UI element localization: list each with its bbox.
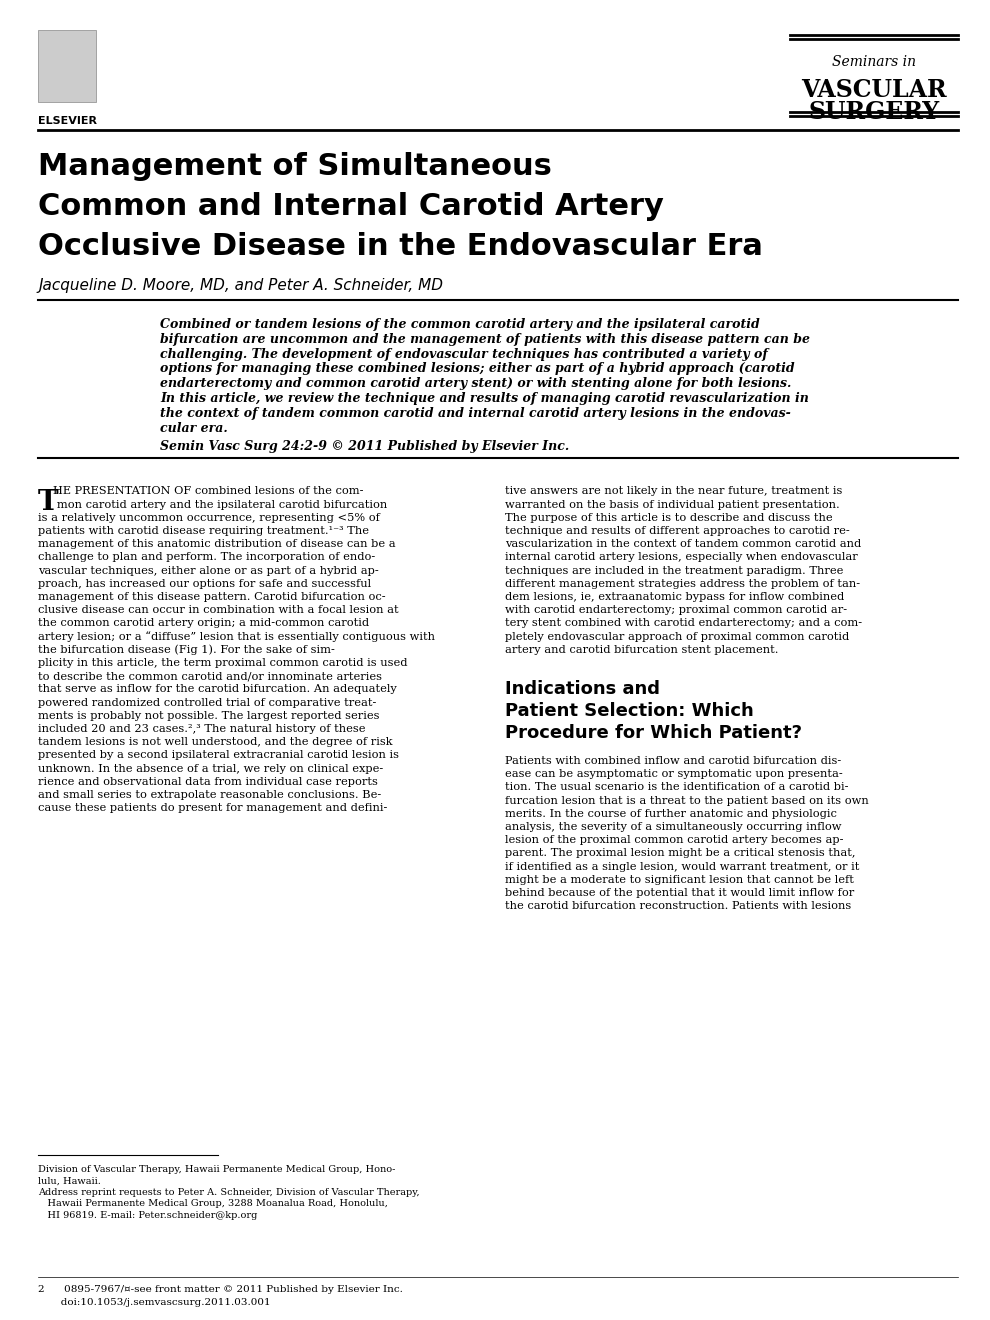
Text: Combined or tandem lesions of the common carotid artery and the ipsilateral caro: Combined or tandem lesions of the common… <box>160 318 759 331</box>
Text: Common and Internal Carotid Artery: Common and Internal Carotid Artery <box>38 191 664 220</box>
Text: powered randomized controlled trial of comparative treat-: powered randomized controlled trial of c… <box>38 697 376 708</box>
Text: cular era.: cular era. <box>160 421 228 434</box>
Text: presented by a second ipsilateral extracranial carotid lesion is: presented by a second ipsilateral extrac… <box>38 750 399 760</box>
Text: artery and carotid bifurcation stent placement.: artery and carotid bifurcation stent pla… <box>505 644 778 655</box>
Text: The purpose of this article is to describe and discuss the: The purpose of this article is to descri… <box>505 512 833 523</box>
Text: unknown. In the absence of a trial, we rely on clinical expe-: unknown. In the absence of a trial, we r… <box>38 763 383 774</box>
Text: pletely endovascular approach of proximal common carotid: pletely endovascular approach of proxima… <box>505 631 849 642</box>
Text: techniques are included in the treatment paradigm. Three: techniques are included in the treatment… <box>505 565 843 576</box>
Text: proach, has increased our options for safe and successful: proach, has increased our options for sa… <box>38 578 371 589</box>
Text: parent. The proximal lesion might be a critical stenosis that,: parent. The proximal lesion might be a c… <box>505 849 855 858</box>
Text: lulu, Hawaii.: lulu, Hawaii. <box>38 1176 101 1185</box>
Text: management of this disease pattern. Carotid bifurcation oc-: management of this disease pattern. Caro… <box>38 591 386 602</box>
Text: warranted on the basis of individual patient presentation.: warranted on the basis of individual pat… <box>505 499 840 510</box>
Text: clusive disease can occur in combination with a focal lesion at: clusive disease can occur in combination… <box>38 605 399 615</box>
Text: VASCULAR: VASCULAR <box>801 78 946 102</box>
Text: Management of Simultaneous: Management of Simultaneous <box>38 152 551 181</box>
Text: Patients with combined inflow and carotid bifurcation dis-: Patients with combined inflow and caroti… <box>505 756 842 766</box>
Text: analysis, the severity of a simultaneously occurring inflow: analysis, the severity of a simultaneous… <box>505 822 842 832</box>
Text: HI 96819. E-mail: Peter.schneider@kp.org: HI 96819. E-mail: Peter.schneider@kp.org <box>38 1210 257 1220</box>
Text: different management strategies address the problem of tan-: different management strategies address … <box>505 578 860 589</box>
Text: plicity in this article, the term proximal common carotid is used: plicity in this article, the term proxim… <box>38 657 408 668</box>
Text: management of this anatomic distribution of disease can be a: management of this anatomic distribution… <box>38 539 396 549</box>
Text: tion. The usual scenario is the identification of a carotid bi-: tion. The usual scenario is the identifi… <box>505 783 848 792</box>
Text: tandem lesions is not well understood, and the degree of risk: tandem lesions is not well understood, a… <box>38 737 392 747</box>
Text: Address reprint requests to Peter A. Schneider, Division of Vascular Therapy,: Address reprint requests to Peter A. Sch… <box>38 1188 420 1197</box>
Text: mon carotid artery and the ipsilateral carotid bifurcation: mon carotid artery and the ipsilateral c… <box>46 499 387 510</box>
Text: might be a moderate to significant lesion that cannot be left: might be a moderate to significant lesio… <box>505 875 853 884</box>
Text: and small series to extrapolate reasonable conclusions. Be-: and small series to extrapolate reasonab… <box>38 789 381 800</box>
Text: Jacqueline D. Moore, MD, and Peter A. Schneider, MD: Jacqueline D. Moore, MD, and Peter A. Sc… <box>38 279 443 293</box>
Text: Division of Vascular Therapy, Hawaii Permanente Medical Group, Hono-: Division of Vascular Therapy, Hawaii Per… <box>38 1166 395 1173</box>
Text: patients with carotid disease requiring treatment.¹⁻³ The: patients with carotid disease requiring … <box>38 525 369 536</box>
Text: Patient Selection: Which: Patient Selection: Which <box>505 702 753 719</box>
Text: cause these patients do present for management and defini-: cause these patients do present for mana… <box>38 803 387 813</box>
Text: HE PRESENTATION OF combined lesions of the com-: HE PRESENTATION OF combined lesions of t… <box>53 486 363 496</box>
Text: Semin Vasc Surg 24:2-9 © 2011 Published by Elsevier Inc.: Semin Vasc Surg 24:2-9 © 2011 Published … <box>160 441 569 453</box>
Text: dem lesions, ie, extraanatomic bypass for inflow combined: dem lesions, ie, extraanatomic bypass fo… <box>505 591 844 602</box>
Text: T: T <box>38 490 58 516</box>
Text: Occlusive Disease in the Endovascular Era: Occlusive Disease in the Endovascular Er… <box>38 232 763 261</box>
Text: endarterectomy and common carotid artery stent) or with stenting alone for both : endarterectomy and common carotid artery… <box>160 378 791 391</box>
Text: challenge to plan and perform. The incorporation of endo-: challenge to plan and perform. The incor… <box>38 552 375 562</box>
Text: with carotid endarterectomy; proximal common carotid ar-: with carotid endarterectomy; proximal co… <box>505 605 847 615</box>
Text: merits. In the course of further anatomic and physiologic: merits. In the course of further anatomi… <box>505 809 837 818</box>
Text: 2      0895-7967/¤-see front matter © 2011 Published by Elsevier Inc.: 2 0895-7967/¤-see front matter © 2011 Pu… <box>38 1284 403 1294</box>
Text: to describe the common carotid and/or innominate arteries: to describe the common carotid and/or in… <box>38 671 382 681</box>
Text: ease can be asymptomatic or symptomatic upon presenta-: ease can be asymptomatic or symptomatic … <box>505 770 842 779</box>
Text: furcation lesion that is a threat to the patient based on its own: furcation lesion that is a threat to the… <box>505 796 869 805</box>
Bar <box>38 30 96 102</box>
Text: artery lesion; or a “diffuse” lesion that is essentially contiguous with: artery lesion; or a “diffuse” lesion tha… <box>38 631 435 643</box>
Text: ELSEVIER: ELSEVIER <box>38 116 97 125</box>
Text: the common carotid artery origin; a mid-common carotid: the common carotid artery origin; a mid-… <box>38 618 369 628</box>
Text: vascularization in the context of tandem common carotid and: vascularization in the context of tandem… <box>505 539 861 549</box>
Text: that serve as inflow for the carotid bifurcation. An adequately: that serve as inflow for the carotid bif… <box>38 684 397 694</box>
Text: options for managing these combined lesions; either as part of a hybrid approach: options for managing these combined lesi… <box>160 363 795 375</box>
Text: tery stent combined with carotid endarterectomy; and a com-: tery stent combined with carotid endarte… <box>505 618 862 628</box>
Text: tive answers are not likely in the near future, treatment is: tive answers are not likely in the near … <box>505 486 842 496</box>
Text: challenging. The development of endovascular techniques has contributed a variet: challenging. The development of endovasc… <box>160 347 768 360</box>
Text: behind because of the potential that it would limit inflow for: behind because of the potential that it … <box>505 888 854 898</box>
Text: Hawaii Permanente Medical Group, 3288 Moanalua Road, Honolulu,: Hawaii Permanente Medical Group, 3288 Mo… <box>38 1200 388 1209</box>
Text: is a relatively uncommon occurrence, representing <5% of: is a relatively uncommon occurrence, rep… <box>38 512 380 523</box>
Text: lesion of the proximal common carotid artery becomes ap-: lesion of the proximal common carotid ar… <box>505 836 843 845</box>
Text: the context of tandem common carotid and internal carotid artery lesions in the : the context of tandem common carotid and… <box>160 407 791 420</box>
Text: the carotid bifurcation reconstruction. Patients with lesions: the carotid bifurcation reconstruction. … <box>505 902 851 911</box>
Text: rience and observational data from individual case reports: rience and observational data from indiv… <box>38 776 378 787</box>
Text: Seminars in: Seminars in <box>832 55 916 69</box>
Text: included 20 and 23 cases.²,³ The natural history of these: included 20 and 23 cases.²,³ The natural… <box>38 723 365 734</box>
Text: Procedure for Which Patient?: Procedure for Which Patient? <box>505 723 802 742</box>
Text: ments is probably not possible. The largest reported series: ments is probably not possible. The larg… <box>38 710 379 721</box>
Text: SURGERY: SURGERY <box>809 100 940 124</box>
Text: technique and results of different approaches to carotid re-: technique and results of different appro… <box>505 525 849 536</box>
Text: In this article, we review the technique and results of managing carotid revascu: In this article, we review the technique… <box>160 392 809 405</box>
Text: doi:10.1053/j.semvascsurg.2011.03.001: doi:10.1053/j.semvascsurg.2011.03.001 <box>38 1298 270 1307</box>
Text: Indications and: Indications and <box>505 680 660 698</box>
Text: vascular techniques, either alone or as part of a hybrid ap-: vascular techniques, either alone or as … <box>38 565 379 576</box>
Text: bifurcation are uncommon and the management of patients with this disease patter: bifurcation are uncommon and the managem… <box>160 333 810 346</box>
Text: the bifurcation disease (Fig 1). For the sake of sim-: the bifurcation disease (Fig 1). For the… <box>38 644 335 655</box>
Text: if identified as a single lesion, would warrant treatment, or it: if identified as a single lesion, would … <box>505 862 859 871</box>
Text: internal carotid artery lesions, especially when endovascular: internal carotid artery lesions, especia… <box>505 552 857 562</box>
